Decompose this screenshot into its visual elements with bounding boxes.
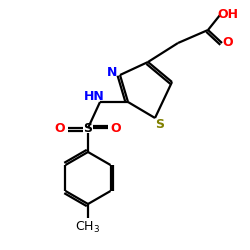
Text: O: O xyxy=(111,122,121,134)
Text: S: S xyxy=(84,122,92,134)
Text: HN: HN xyxy=(84,90,104,102)
Text: N: N xyxy=(107,66,117,80)
Text: OH: OH xyxy=(218,8,238,22)
Text: O: O xyxy=(223,36,233,50)
Text: O: O xyxy=(55,122,65,134)
Text: CH$_3$: CH$_3$ xyxy=(76,220,100,234)
Text: S: S xyxy=(156,118,164,130)
